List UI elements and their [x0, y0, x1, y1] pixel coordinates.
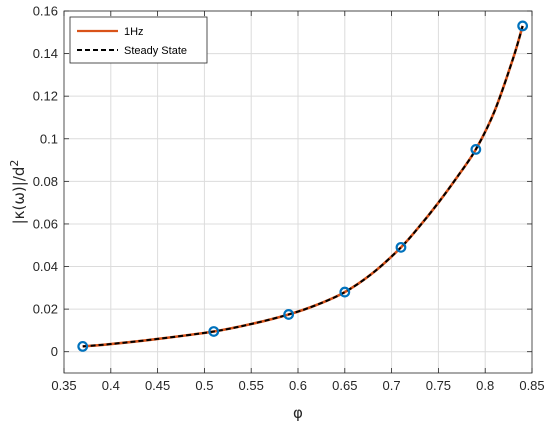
- x-tick-label: 0.45: [145, 378, 170, 393]
- y-axis-title-superscript: 2: [8, 160, 21, 167]
- series-line-steady-state: [82, 25, 524, 348]
- x-tick-label: 0.7: [383, 378, 401, 393]
- x-tick-label: 0.6: [289, 378, 307, 393]
- x-tick-label: 0.55: [239, 378, 264, 393]
- y-axis-title-base: |κ(ω)|/d: [10, 167, 28, 225]
- data-point-marker: [77, 340, 89, 352]
- x-tick-label: 0.85: [519, 378, 544, 393]
- x-tick-labels: 0.35 0.4 0.45 0.5 0.55 0.6 0.65 0.7 0.75 0.8 0.85: [51, 378, 544, 393]
- legend-box: [69, 16, 208, 64]
- y-tick-label: 0.16: [33, 4, 58, 19]
- data-point-marker: [395, 241, 407, 253]
- y-tick-label: 0.02: [33, 302, 58, 317]
- x-tick-label: 0.65: [332, 378, 357, 393]
- x-tick-label: 0.35: [51, 378, 76, 393]
- y-tick-label: 0.08: [33, 174, 58, 189]
- data-point-marker: [517, 20, 529, 32]
- y-tick-labels: 0 0.02 0.04 0.06 0.08 0.1 0.12 0.14 0.16: [33, 4, 58, 360]
- data-point-marker: [208, 326, 220, 337]
- marker-layer: [77, 20, 529, 352]
- x-tick-label: 0.4: [102, 378, 120, 393]
- legend: 1Hz Steady State: [69, 16, 208, 64]
- x-tick-label: 0.8: [476, 378, 494, 393]
- legend-label-1hz: 1Hz: [124, 26, 144, 38]
- y-axis-title: |κ(ω)|/d2: [8, 160, 28, 225]
- data-point-marker: [470, 144, 482, 155]
- series-layer: [82, 25, 524, 348]
- axis-ticks: [63, 10, 533, 373]
- y-tick-label: 0.12: [33, 89, 58, 104]
- grid: [64, 10, 532, 373]
- data-point-marker: [339, 286, 351, 298]
- y-tick-label: 0.06: [33, 216, 58, 231]
- legend-label-steady-state: Steady State: [124, 45, 187, 57]
- y-tick-label: 0.1: [40, 131, 58, 146]
- y-tick-label: 0: [51, 344, 58, 359]
- x-tick-label: 0.5: [195, 378, 213, 393]
- x-tick-label: 0.75: [426, 378, 451, 393]
- x-axis-title: φ: [293, 404, 303, 422]
- y-tick-label: 0.04: [33, 259, 58, 274]
- y-tick-label: 0.14: [33, 46, 58, 61]
- data-point-marker: [283, 309, 295, 320]
